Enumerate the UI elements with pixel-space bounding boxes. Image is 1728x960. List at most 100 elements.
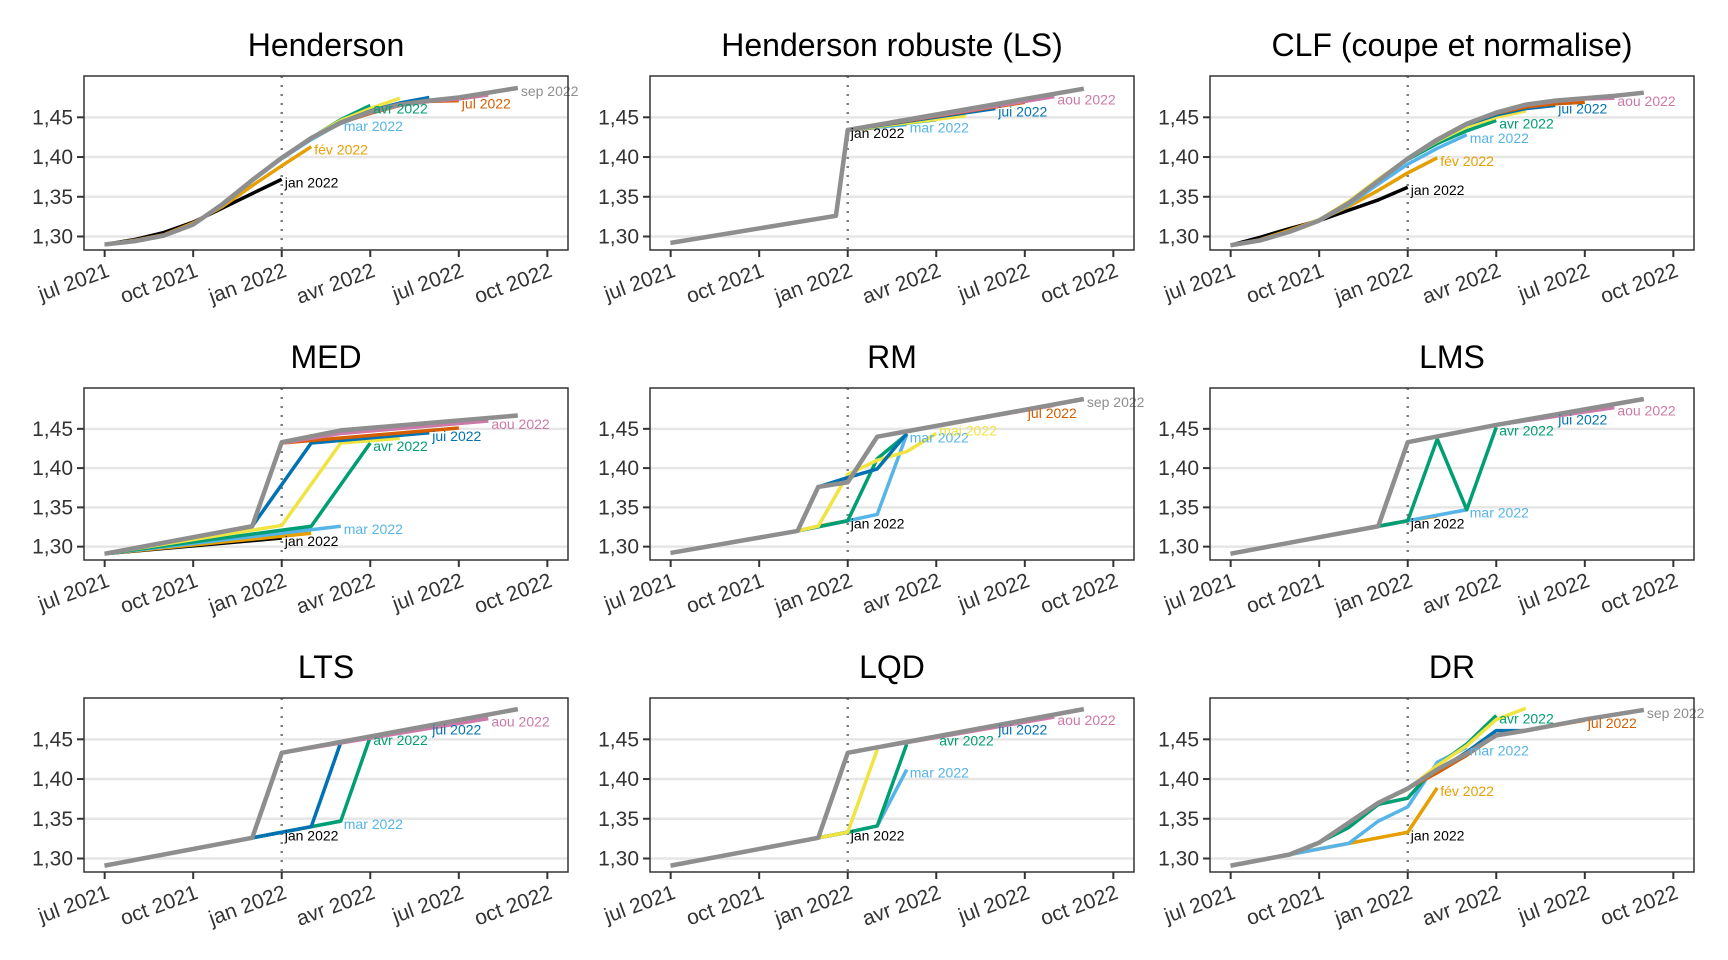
x-tick-label: oct 2022 [1597, 881, 1681, 930]
series-line-sep-2022 [1230, 396, 1645, 556]
series-end-label: sep 2022 [1087, 394, 1145, 410]
panel-border [1209, 75, 1695, 251]
panel-title: LMS [1419, 339, 1485, 375]
x-tick-label: oct 2022 [1597, 569, 1681, 618]
y-tick-label: 1,40 [32, 768, 73, 791]
x-tick-label: jul 2021 [600, 259, 678, 306]
series-line-sep-2022 [670, 396, 1085, 556]
y-tick-label: 1,45 [32, 418, 73, 441]
series-end-label: jan 2022 [1410, 827, 1465, 843]
series-end-label: jui 2022 [1557, 411, 1607, 427]
series-end-label: aou 2022 [1057, 712, 1116, 728]
panel-title: LTS [298, 649, 354, 685]
panel-border [1209, 697, 1695, 873]
x-tick-label: oct 2021 [1243, 881, 1327, 930]
series-end-label: sep 2022 [521, 83, 579, 99]
series-line-sep-2022 [104, 413, 519, 556]
panel-title: Henderson robuste (LS) [721, 27, 1063, 63]
series-line-sep-2022 [670, 706, 1085, 868]
series-end-label: jan 2022 [850, 827, 905, 843]
x-tick-label: avr 2022 [293, 259, 378, 309]
series-end-label: aou 2022 [1057, 92, 1116, 108]
y-tick-label: 1,30 [32, 536, 73, 559]
x-tick-label: avr 2022 [1419, 259, 1504, 309]
y-tick-label: 1,35 [1158, 496, 1199, 519]
y-tick-label: 1,40 [598, 457, 639, 480]
y-tick-label: 1,40 [32, 146, 73, 169]
x-tick-label: oct 2021 [117, 881, 201, 930]
y-tick-label: 1,30 [598, 225, 639, 248]
series-end-label: fév 2022 [1440, 153, 1494, 169]
panel-title: LQD [859, 649, 925, 685]
x-tick-label: avr 2022 [1419, 881, 1504, 931]
panel-clf-coupe-et-normalise-: CLF (coupe et normalise) 1,30 1,35 1,40 1,45… [1158, 27, 1695, 309]
x-tick-label: oct 2022 [471, 259, 555, 308]
x-tick-label: avr 2022 [293, 569, 378, 619]
x-tick-label: jul 2021 [600, 881, 678, 928]
y-tick-label: 1,45 [32, 106, 73, 129]
series-end-label: jan 2022 [284, 533, 339, 549]
series-end-label: mai 2022 [939, 422, 997, 438]
x-tick-label: jul 2021 [1160, 881, 1238, 928]
x-tick-label: jul 2021 [1160, 569, 1238, 616]
y-tick-label: 1,30 [598, 847, 639, 870]
y-tick-label: 1,30 [1158, 536, 1199, 559]
x-tick-label: oct 2022 [471, 569, 555, 618]
series-end-label: aou 2022 [1617, 403, 1676, 419]
y-tick-label: 1,30 [1158, 847, 1199, 870]
x-tick-label: jan 2022 [1331, 569, 1416, 619]
panel-border [83, 697, 569, 873]
y-tick-label: 1,35 [32, 808, 73, 831]
x-tick-label: jan 2022 [205, 881, 290, 931]
series-end-label: jan 2022 [1410, 516, 1465, 532]
y-tick-label: 1,45 [1158, 418, 1199, 441]
panel-title: DR [1429, 649, 1475, 685]
series-line-avr-2022 [104, 441, 372, 556]
y-tick-label: 1,40 [1158, 768, 1199, 791]
series-end-label: jui 2022 [997, 104, 1047, 120]
series-line-sep-2022 [1230, 90, 1645, 248]
x-tick-label: jan 2022 [771, 881, 856, 931]
x-tick-label: jul 2022 [389, 569, 467, 616]
series-end-label: mar 2022 [1470, 742, 1529, 758]
x-tick-label: avr 2022 [859, 881, 944, 931]
series-line-sep-2022 [104, 85, 519, 247]
y-tick-label: 1,30 [32, 847, 73, 870]
x-tick-label: oct 2022 [1037, 259, 1121, 308]
y-tick-label: 1,35 [598, 496, 639, 519]
panel-title: CLF (coupe et normalise) [1271, 27, 1632, 63]
y-tick-label: 1,35 [1158, 808, 1199, 831]
series-end-label: jul 2022 [1587, 715, 1637, 731]
series-end-label: jan 2022 [850, 516, 905, 532]
panel-title: RM [867, 339, 917, 375]
series-end-label: mar 2022 [344, 521, 403, 537]
panel-border [1209, 387, 1695, 561]
plot-background [650, 76, 1134, 250]
series-end-label: avr 2022 [1499, 422, 1554, 438]
x-tick-label: jul 2021 [34, 881, 112, 928]
series-end-label: mar 2022 [910, 119, 969, 135]
x-tick-label: jul 2022 [1515, 881, 1593, 928]
x-tick-label: jul 2022 [389, 259, 467, 306]
series-end-label: jul 2022 [1027, 405, 1077, 421]
x-tick-label: oct 2021 [117, 569, 201, 618]
y-tick-label: 1,40 [1158, 457, 1199, 480]
x-tick-label: oct 2021 [683, 259, 767, 308]
plot-background [1210, 698, 1694, 872]
series-end-label: sep 2022 [1647, 705, 1705, 721]
y-tick-label: 1,40 [1158, 146, 1199, 169]
series-end-label: jui 2022 [997, 722, 1047, 738]
series-end-label: aou 2022 [491, 416, 550, 432]
series-end-label: mar 2022 [344, 816, 403, 832]
y-tick-label: 1,30 [598, 536, 639, 559]
x-tick-label: jul 2021 [1160, 259, 1238, 306]
x-tick-label: jan 2022 [205, 569, 290, 619]
panel-border [649, 75, 1135, 251]
x-tick-label: jan 2022 [1331, 259, 1416, 309]
series-end-label: mar 2022 [910, 429, 969, 445]
series-end-label: mar 2022 [1470, 130, 1529, 146]
x-tick-label: avr 2022 [293, 881, 378, 931]
panel-border [83, 387, 569, 561]
